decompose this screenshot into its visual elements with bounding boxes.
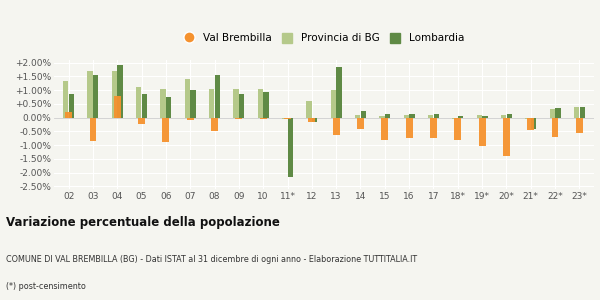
Bar	[163, 118, 169, 142]
Bar	[88, 71, 93, 118]
Bar	[258, 89, 263, 118]
Bar	[209, 89, 214, 118]
Bar	[525, 118, 530, 119]
Bar	[409, 113, 415, 118]
Bar	[63, 81, 68, 118]
Bar	[333, 118, 340, 136]
Bar	[506, 113, 512, 118]
Bar	[136, 87, 142, 118]
Bar	[215, 75, 220, 118]
Text: Variazione percentuale della popolazione: Variazione percentuale della popolazione	[6, 216, 280, 229]
Bar	[185, 79, 190, 118]
Bar	[361, 111, 366, 118]
Bar	[454, 118, 461, 140]
Bar	[308, 118, 315, 122]
Bar	[428, 115, 433, 118]
Bar	[503, 118, 510, 156]
Bar	[555, 108, 560, 118]
Bar	[382, 118, 388, 140]
Text: COMUNE DI VAL BREMBILLA (BG) - Dati ISTAT al 31 dicembre di ogni anno - Elaboraz: COMUNE DI VAL BREMBILLA (BG) - Dati ISTA…	[6, 255, 417, 264]
Bar	[452, 118, 458, 119]
Bar	[336, 67, 341, 118]
Bar	[239, 94, 244, 118]
Bar	[379, 116, 385, 118]
Bar	[160, 89, 166, 118]
Bar	[574, 107, 579, 118]
Bar	[406, 118, 413, 138]
Bar	[576, 118, 583, 133]
Bar	[527, 118, 534, 130]
Bar	[550, 110, 555, 118]
Bar	[551, 118, 559, 137]
Bar	[404, 115, 409, 118]
Bar	[284, 118, 291, 119]
Bar	[385, 113, 390, 118]
Bar	[479, 118, 485, 146]
Bar	[260, 118, 266, 119]
Bar	[65, 112, 72, 118]
Bar	[434, 113, 439, 118]
Bar	[233, 89, 239, 118]
Bar	[166, 97, 172, 118]
Bar	[187, 118, 194, 120]
Bar	[580, 107, 585, 118]
Bar	[312, 118, 317, 122]
Bar	[263, 92, 269, 118]
Bar	[138, 118, 145, 124]
Bar	[190, 90, 196, 118]
Bar	[118, 65, 123, 118]
Bar	[89, 118, 97, 141]
Bar	[430, 118, 437, 138]
Bar	[114, 96, 121, 118]
Bar	[531, 118, 536, 129]
Bar	[331, 90, 336, 118]
Bar	[307, 101, 312, 118]
Bar	[458, 116, 463, 118]
Bar	[357, 118, 364, 129]
Bar	[355, 115, 361, 118]
Bar	[93, 75, 98, 118]
Bar	[482, 116, 488, 118]
Bar	[142, 94, 147, 118]
Bar	[211, 118, 218, 131]
Bar	[501, 115, 506, 118]
Bar	[235, 118, 242, 119]
Bar	[69, 94, 74, 118]
Bar	[476, 115, 482, 118]
Legend: Val Brembilla, Provincia di BG, Lombardia: Val Brembilla, Provincia di BG, Lombardi…	[180, 29, 468, 48]
Bar	[287, 118, 293, 177]
Text: (*) post-censimento: (*) post-censimento	[6, 282, 86, 291]
Bar	[282, 118, 287, 119]
Bar	[112, 71, 117, 118]
